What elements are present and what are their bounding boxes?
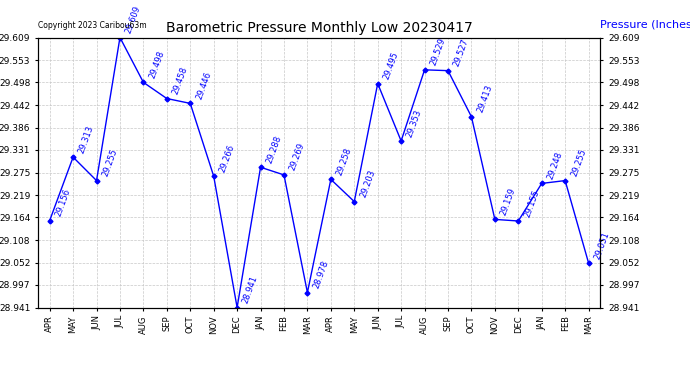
Text: 29.458: 29.458 — [171, 65, 189, 96]
Text: 29.248: 29.248 — [546, 150, 564, 181]
Text: Pressure (Inches/Hg): Pressure (Inches/Hg) — [600, 20, 690, 30]
Text: 29.498: 29.498 — [148, 49, 166, 80]
Text: 29.446: 29.446 — [195, 70, 213, 100]
Text: 29.495: 29.495 — [382, 51, 400, 81]
Text: 29.529: 29.529 — [428, 37, 447, 67]
Text: 28.978: 28.978 — [312, 259, 330, 290]
Text: 29.288: 29.288 — [265, 134, 283, 165]
Text: 29.255: 29.255 — [569, 148, 588, 178]
Text: 29.155: 29.155 — [522, 188, 541, 218]
Text: 29.269: 29.269 — [288, 142, 306, 172]
Text: 29.313: 29.313 — [77, 124, 96, 154]
Text: 29.413: 29.413 — [475, 84, 494, 114]
Text: 29.609: 29.609 — [124, 4, 143, 35]
Text: 29.266: 29.266 — [218, 143, 236, 173]
Title: Barometric Pressure Monthly Low 20230417: Barometric Pressure Monthly Low 20230417 — [166, 21, 473, 35]
Text: 29.255: 29.255 — [101, 148, 119, 178]
Text: 29.203: 29.203 — [358, 168, 377, 199]
Text: Copyright 2023 Caribou63m: Copyright 2023 Caribou63m — [38, 21, 146, 30]
Text: 28.941: 28.941 — [241, 274, 259, 305]
Text: 29.051: 29.051 — [593, 230, 611, 260]
Text: 29.258: 29.258 — [335, 146, 353, 177]
Text: 29.156: 29.156 — [54, 188, 72, 218]
Text: 29.353: 29.353 — [405, 108, 424, 138]
Text: 29.159: 29.159 — [499, 186, 518, 217]
Text: 29.527: 29.527 — [452, 38, 471, 68]
